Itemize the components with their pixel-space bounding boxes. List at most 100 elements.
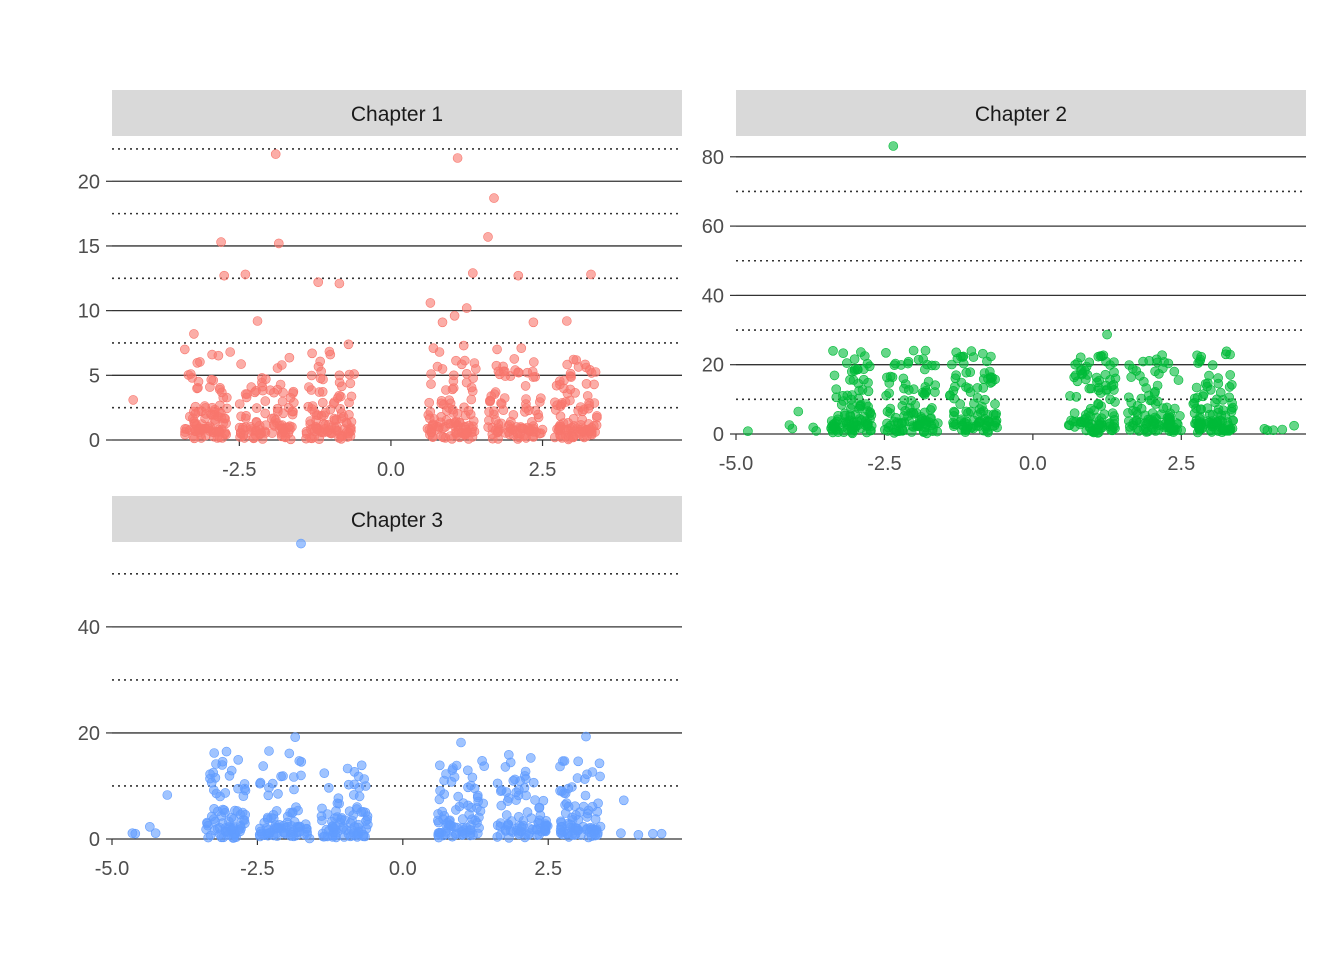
data-point [1123,408,1133,418]
data-point [340,815,350,826]
data-point [573,756,584,767]
data-point [586,428,597,439]
data-point [345,378,356,389]
data-point [145,821,155,832]
data-point [246,382,257,392]
data-point [474,823,484,833]
data-point [301,433,311,444]
data-point [1171,418,1182,428]
data-point [343,779,354,790]
data-point [273,823,283,834]
data-point [572,773,583,783]
data-point [951,370,961,381]
data-point [306,370,317,381]
data-point [980,394,990,405]
data-point [466,802,477,813]
data-point [496,398,506,408]
data-point [220,788,231,798]
data-point [193,376,204,387]
data-point [957,420,968,431]
data-point [433,832,444,843]
data-point [1093,427,1103,438]
data-point [908,345,919,356]
data-point [1213,373,1223,383]
data-point [990,399,1000,409]
data-point [186,369,196,379]
data-point [1128,363,1138,374]
data-point [344,397,354,408]
data-point [889,360,900,371]
data-point [428,343,439,354]
data-point [521,433,531,443]
data-point [578,801,589,812]
data-point [656,828,667,839]
data-point [1091,412,1102,423]
data-point [450,427,461,438]
data-point [944,390,955,401]
data-point [493,426,503,437]
data-point [321,824,332,835]
data-point [587,767,598,777]
data-point [332,393,343,403]
data-point [1191,382,1202,393]
data-point [890,412,901,423]
data-point [447,831,458,842]
data-point [211,426,222,437]
data-point [618,795,629,806]
data-point [336,381,347,392]
data-point [919,407,930,418]
data-point [558,383,569,394]
data-point [150,828,161,839]
data-point [358,829,369,840]
data-point [927,360,937,371]
x-tick-label: 2.5 [534,858,562,880]
data-point [958,351,969,362]
data-point [320,424,330,434]
data-point [276,360,287,370]
data-point [474,812,484,823]
data-point [257,373,267,383]
data-point [534,802,545,813]
data-point [460,424,471,435]
data-point [907,421,917,431]
data-point [432,815,443,826]
data-point [1227,379,1237,390]
data-point [595,771,605,782]
data-point [272,406,283,417]
data-point [831,392,842,403]
y-tick-label: 40 [78,617,100,639]
data-point [1064,420,1075,431]
y-tick-label: 0 [89,829,100,851]
data-point [828,345,838,356]
data-point [848,417,859,428]
data-point [855,401,866,412]
data-point [565,819,575,830]
data-point [192,357,203,368]
data-point [209,406,220,417]
data-point [849,354,860,365]
panel-3-strip-title: Chapter 3 [351,509,443,532]
data-point [885,403,896,414]
data-point [858,364,869,375]
data-point [220,413,230,424]
data-point [932,426,943,437]
data-point [522,367,533,378]
data-point [216,237,226,247]
data-point [287,808,298,818]
data-point [948,417,958,428]
data-point [1141,427,1152,437]
y-tick-label: 20 [78,171,100,193]
data-point [898,373,909,384]
data-point [162,790,173,800]
data-point [426,379,436,389]
data-point [509,354,520,364]
data-point [362,819,373,830]
data-point [1095,351,1106,361]
data-point [866,421,877,431]
data-point [533,412,544,423]
data-point [1084,422,1095,433]
data-point [946,359,957,370]
data-point [897,424,908,434]
data-point [467,268,478,278]
panel-2-strip [736,90,1306,136]
